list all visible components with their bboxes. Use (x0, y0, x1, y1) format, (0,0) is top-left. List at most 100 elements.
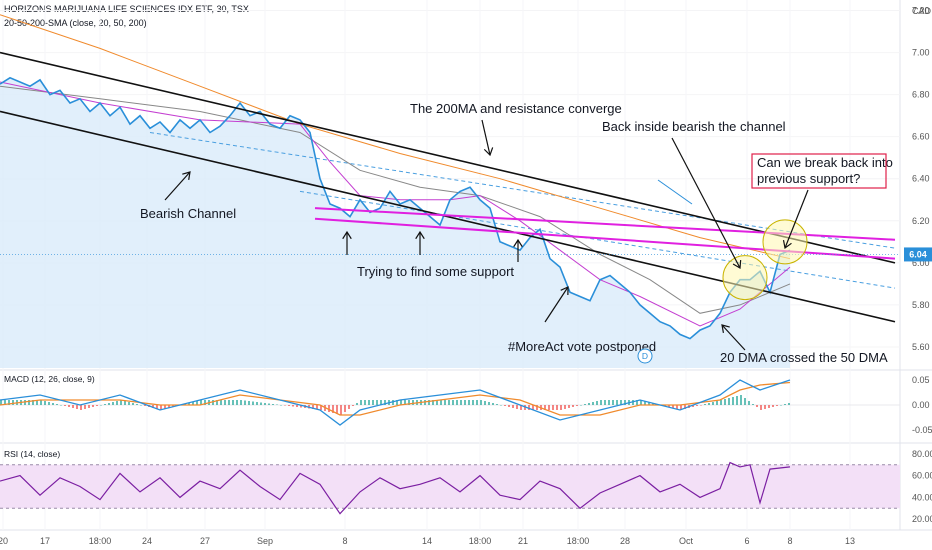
macd-histogram-bar (132, 403, 134, 405)
macd-histogram-bar (380, 400, 382, 405)
macd-histogram-bar (452, 400, 454, 405)
macd-histogram-bar (356, 403, 358, 405)
macd-histogram-bar (716, 401, 718, 405)
macd-histogram-bar (340, 405, 342, 415)
macd-histogram-bar (784, 404, 786, 405)
macd-histogram-bar (300, 405, 302, 408)
macd-y-tick-label: -0.05 (912, 425, 932, 435)
annotation-arrowhead (415, 230, 425, 240)
macd-histogram-bar (608, 400, 610, 405)
macd-histogram-bar (776, 405, 778, 406)
currency-label: CAD (912, 6, 932, 16)
macd-histogram-bar (260, 402, 262, 405)
macd-histogram-bar (272, 404, 274, 405)
macd-histogram-bar (696, 405, 698, 406)
x-tick-label: 6 (744, 536, 749, 546)
macd-histogram-bar (164, 405, 166, 409)
macd-histogram-bar (348, 405, 350, 409)
trend-sketch-line (657, 179, 693, 205)
x-tick-label: 18:00 (89, 536, 112, 546)
macd-histogram-bar (544, 405, 546, 410)
macd-histogram-bar (316, 405, 318, 410)
macd-histogram-bar (504, 405, 506, 406)
macd-histogram-bar (256, 402, 258, 405)
annotation-arrowhead (342, 230, 352, 240)
macd-histogram-bar (100, 405, 102, 406)
macd-histogram-bar (704, 404, 706, 405)
macd-histogram-bar (352, 405, 354, 406)
macd-title: MACD (12, 26, close, 9) (4, 374, 95, 384)
annotation-arrow (164, 171, 191, 201)
macd-histogram-bar (320, 405, 322, 410)
macd-histogram-bar (284, 405, 286, 406)
macd-histogram-bar (480, 400, 482, 405)
macd-histogram-bar (432, 400, 434, 405)
macd-histogram-bar (528, 405, 530, 410)
macd-histogram-bar (368, 400, 370, 405)
macd-histogram-bar (464, 400, 466, 405)
macd-histogram-bar (232, 400, 234, 405)
macd-histogram-bar (200, 400, 202, 405)
macd-histogram-bar (384, 400, 386, 405)
macd-histogram-bar (680, 405, 682, 410)
macd-histogram-bar (644, 401, 646, 405)
macd-histogram-bar (80, 405, 82, 410)
macd-histogram-bar (128, 402, 130, 405)
macd-histogram-bar (744, 398, 746, 405)
macd-histogram-bar (48, 402, 50, 405)
macd-histogram-bar (772, 405, 774, 407)
macd-histogram-bar (436, 400, 438, 405)
rsi-title: RSI (14, close) (4, 449, 60, 459)
macd-histogram-bar (764, 405, 766, 409)
macd-histogram-bar (280, 405, 282, 406)
macd-signal-line (0, 381, 791, 416)
rsi-line (0, 461, 791, 515)
sma-legend: 20-50-200-SMA (close, 20, 50, 200) (4, 18, 147, 28)
macd-histogram-bar (640, 400, 642, 405)
x-tick-label: 18:00 (567, 536, 590, 546)
macd-histogram-bar (500, 405, 502, 406)
macd-histogram-bar (292, 405, 294, 407)
macd-histogram-bar (404, 400, 406, 405)
macd-histogram-bar (44, 401, 46, 405)
macd-histogram-bar (748, 401, 750, 405)
macd-histogram-bar (520, 405, 522, 410)
annotation-arrow (544, 286, 569, 323)
annotation-arrowhead (732, 259, 742, 269)
macd-histogram-bar (84, 405, 86, 409)
rsi-y-tick-label: 20.00 (912, 514, 932, 524)
macd-histogram-bar (92, 405, 94, 407)
macd-histogram-bar (240, 400, 242, 405)
macd-histogram-bar (156, 405, 158, 409)
macd-y-tick-label: 0.00 (912, 400, 930, 410)
y-tick-label: 6.60 (912, 132, 930, 142)
macd-histogram-bar (108, 403, 110, 405)
macd-histogram-bar (196, 401, 198, 405)
macd-histogram-bar (276, 404, 278, 405)
macd-histogram-bar (780, 405, 782, 406)
macd-histogram-bar (444, 400, 446, 405)
macd-histogram-bar (488, 402, 490, 405)
macd-histogram-bar (344, 405, 346, 412)
y-tick-label: 6.40 (912, 174, 930, 184)
macd-histogram-bar (560, 405, 562, 410)
macd-histogram-bar (760, 405, 762, 410)
macd-histogram-bar (652, 403, 654, 405)
macd-histogram-bar (412, 400, 414, 405)
macd-histogram-bar (712, 402, 714, 405)
macd-histogram-bar (728, 398, 730, 405)
macd-histogram-bar (648, 402, 650, 405)
annotation-arrowhead (782, 240, 792, 250)
macd-histogram-bar (364, 400, 366, 405)
x-tick-label: 8 (342, 536, 347, 546)
macd-histogram-bar (64, 405, 66, 406)
macd-histogram-bar (588, 403, 590, 405)
macd-histogram-bar (68, 405, 70, 407)
macd-histogram-bar (328, 405, 330, 412)
annotation-text: #MoreAct vote postponed (508, 339, 656, 354)
macd-histogram-bar (788, 403, 790, 405)
annotation-arrow (481, 119, 491, 156)
macd-histogram-bar (472, 400, 474, 405)
macd-histogram-bar (76, 405, 78, 409)
